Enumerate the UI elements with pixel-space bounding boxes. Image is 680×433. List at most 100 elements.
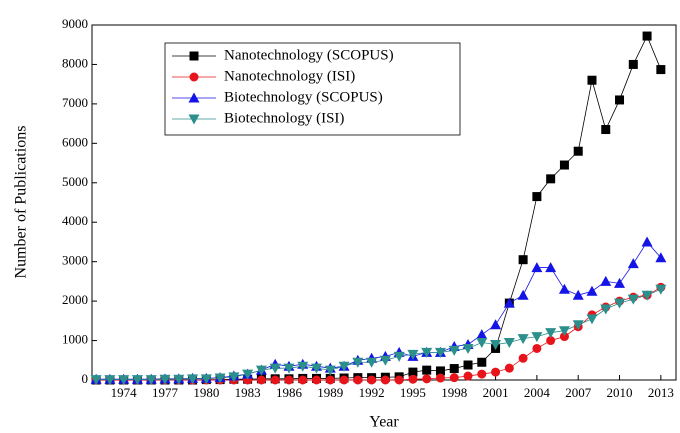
legend-label: Nanotechnology (ISI) xyxy=(224,68,355,84)
marker xyxy=(339,375,349,385)
x-tick-label: 1977 xyxy=(152,385,179,400)
marker xyxy=(379,355,391,366)
marker xyxy=(559,332,569,342)
marker xyxy=(242,369,254,380)
marker xyxy=(463,360,473,370)
marker xyxy=(449,364,459,374)
legend-marker xyxy=(189,51,199,61)
marker xyxy=(600,304,612,315)
legend-box xyxy=(164,42,461,136)
marker xyxy=(504,363,514,373)
marker xyxy=(532,343,542,353)
marker xyxy=(408,367,418,377)
marker xyxy=(518,255,528,265)
marker xyxy=(476,338,488,349)
marker xyxy=(477,357,487,367)
marker xyxy=(421,347,433,358)
marker xyxy=(601,125,611,135)
marker xyxy=(573,146,583,156)
marker xyxy=(407,349,419,360)
marker xyxy=(531,332,543,343)
marker xyxy=(187,374,199,385)
x-tick-label: 1974 xyxy=(111,385,138,400)
marker xyxy=(628,59,638,69)
x-tick-label: 1998 xyxy=(441,385,467,400)
marker xyxy=(311,363,323,374)
series-line xyxy=(96,286,662,381)
marker xyxy=(614,277,626,288)
marker xyxy=(463,371,473,381)
marker xyxy=(503,297,515,308)
marker xyxy=(269,363,281,374)
y-tick-label: 9000 xyxy=(62,16,88,31)
x-tick-label: 1983 xyxy=(235,385,261,400)
marker xyxy=(284,375,294,385)
marker xyxy=(642,31,652,41)
marker xyxy=(531,262,543,273)
marker xyxy=(434,347,446,358)
y-tick-label: 6000 xyxy=(62,134,88,149)
y-axis-label: Number of Publications xyxy=(13,126,30,279)
marker xyxy=(228,372,240,383)
marker xyxy=(324,365,336,376)
marker xyxy=(655,252,667,263)
marker xyxy=(615,95,625,105)
marker xyxy=(270,375,280,385)
series-line xyxy=(96,241,662,380)
x-axis-label: Year xyxy=(369,414,399,431)
marker xyxy=(546,336,556,346)
y-tick-label: 5000 xyxy=(62,174,88,189)
marker xyxy=(380,375,390,385)
marker xyxy=(586,285,598,296)
marker xyxy=(491,367,501,377)
marker xyxy=(214,373,226,384)
x-tick-label: 2010 xyxy=(607,385,633,400)
marker xyxy=(312,375,322,385)
y-tick-label: 4000 xyxy=(62,213,88,228)
marker xyxy=(118,375,130,386)
x-tick-label: 1989 xyxy=(317,385,343,400)
marker xyxy=(435,373,445,383)
marker xyxy=(546,174,556,184)
marker xyxy=(586,314,598,325)
y-tick-label: 1000 xyxy=(62,332,88,347)
marker xyxy=(104,375,116,386)
marker xyxy=(394,375,404,385)
marker xyxy=(325,375,335,385)
marker xyxy=(518,353,528,363)
marker xyxy=(572,320,584,331)
x-tick-label: 1980 xyxy=(193,385,219,400)
marker xyxy=(614,298,626,309)
marker xyxy=(532,192,542,202)
x-tick-label: 2001 xyxy=(483,385,509,400)
marker xyxy=(545,328,557,339)
marker xyxy=(572,289,584,300)
marker xyxy=(159,374,171,385)
marker xyxy=(338,361,350,372)
y-tick-label: 8000 xyxy=(62,55,88,70)
legend-marker xyxy=(188,92,200,103)
marker xyxy=(352,357,364,368)
x-tick-label: 2004 xyxy=(524,385,551,400)
marker xyxy=(283,363,295,374)
marker xyxy=(256,375,266,385)
marker xyxy=(490,340,502,350)
marker xyxy=(641,236,653,247)
marker xyxy=(476,329,488,340)
marker xyxy=(503,338,515,349)
marker xyxy=(545,262,557,273)
marker xyxy=(558,283,570,294)
marker xyxy=(173,374,185,385)
x-tick-label: 1992 xyxy=(359,385,385,400)
marker xyxy=(353,375,363,385)
marker xyxy=(655,284,667,295)
marker xyxy=(408,374,418,384)
marker xyxy=(448,345,460,356)
marker xyxy=(366,357,378,368)
x-tick-label: 1995 xyxy=(400,385,426,400)
marker xyxy=(462,343,474,354)
marker xyxy=(656,65,666,75)
series-line xyxy=(96,288,662,381)
marker xyxy=(559,160,569,170)
marker xyxy=(517,334,529,345)
